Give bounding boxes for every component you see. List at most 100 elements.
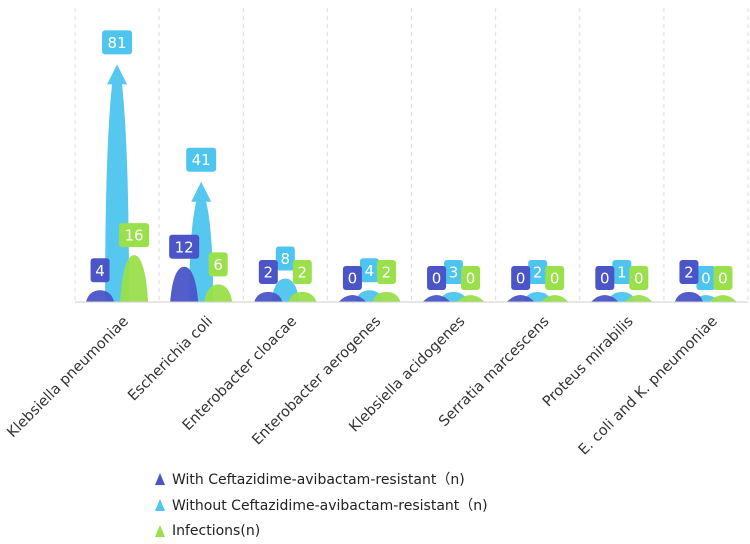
legend-marker-without-resistant [155,499,165,511]
bar-0-4[interactable] [422,295,451,302]
data-label-text: 2 [382,264,392,282]
data-label-0-0: 4 [90,258,110,283]
data-label-1-2: 8 [275,246,295,271]
data-label-text: 1 [617,264,627,282]
data-label-box [258,260,278,284]
data-label-1-7: 0 [696,266,716,290]
data-label-text: 2 [684,264,694,282]
data-label-box [169,234,200,259]
data-label-text: 3 [449,264,459,282]
data-label-box [427,266,447,290]
bar-2-2[interactable] [288,292,317,302]
data-label-0-4: 0 [427,266,447,290]
data-label-1-3: 4 [359,258,379,283]
legend-label-without-resistant: Without Ceftazidime-avibactam-resistant（… [172,498,488,514]
bar-2-3[interactable] [372,292,401,302]
bar-2-1[interactable] [204,284,233,302]
data-label-text: 6 [213,256,223,274]
data-label-text: 0 [701,270,711,288]
data-label-text: 0 [634,270,644,288]
bar-0-6[interactable] [590,295,619,302]
x-tick-label: Escherichia coli [125,314,216,405]
x-tick-label: E. coli and K. pneumoniae [576,313,721,458]
bar-0-0[interactable] [86,290,115,302]
data-label-1-6: 1 [612,260,632,284]
data-label-2-6: 0 [629,266,649,290]
data-label-box [528,260,548,284]
data-label-text: 81 [108,34,127,52]
data-label-2-5: 0 [545,266,565,290]
data-label-box [629,266,649,290]
data-label-box [90,258,110,283]
data-label-1-5: 2 [528,260,548,284]
data-label-0-2: 2 [258,260,278,284]
data-label-box [342,266,362,290]
data-label-0-7: 2 [679,260,699,284]
data-label-box [612,260,632,284]
data-label-text: 2 [264,264,274,282]
data-label-text: 0 [466,270,476,288]
data-label-2-1: 6 [208,252,228,277]
data-label-0-6: 0 [595,266,615,290]
legend-label-infections: Infections(n) [172,523,261,539]
data-label-text: 2 [533,264,543,282]
bar-2-5[interactable] [540,295,569,302]
data-label-text: 0 [718,270,728,288]
data-label-text: 2 [298,264,308,282]
data-label-box [461,266,481,290]
bar-2-7[interactable] [708,295,737,302]
data-label-text: 16 [125,227,144,245]
data-label-box [292,260,312,284]
data-label-box [376,260,396,284]
data-label-box [208,252,228,277]
data-label-text: 4 [365,262,375,280]
data-label-box [275,246,295,271]
data-label-0-3: 0 [342,266,362,290]
legend-label-with-resistant: With Ceftazidime-avibactam-resistant（n) [172,472,465,488]
data-label-0-1: 12 [169,234,200,259]
legend-item-infections[interactable]: Infections(n) [155,518,488,544]
data-label-2-2: 2 [292,260,312,284]
data-label-1-4: 3 [444,260,464,284]
legend: With Ceftazidime-avibactam-resistant（n) … [155,466,488,544]
data-label-2-7: 0 [713,266,733,290]
x-tick-label: Klebsiella pneumoniae [4,313,132,441]
x-tick-label: Proteus mirabilis [540,314,637,411]
legend-item-with-resistant[interactable]: With Ceftazidime-avibactam-resistant（n) [155,466,488,492]
data-label-text: 0 [516,270,526,288]
bar-0-3[interactable] [338,295,367,302]
data-label-box [679,260,699,284]
bar-0-5[interactable] [506,295,535,302]
data-label-box [102,30,133,55]
data-label-1-0: 81 [102,30,133,55]
data-label-1-1: 41 [186,147,217,172]
bar-2-6[interactable] [624,295,653,302]
data-label-0-5: 0 [511,266,531,290]
bar-0-1[interactable] [170,266,199,302]
data-label-box [511,266,531,290]
legend-item-without-resistant[interactable]: Without Ceftazidime-avibactam-resistant（… [155,492,488,518]
data-label-text: 4 [95,262,105,280]
legend-marker-infections [155,525,165,537]
data-label-text: 0 [550,270,560,288]
data-label-box [545,266,565,290]
data-label-box [444,260,464,284]
data-label-box [595,266,615,290]
data-label-text: 0 [600,270,610,288]
data-label-2-4: 0 [461,266,481,290]
data-label-2-0: 16 [119,223,150,248]
bar-2-4[interactable] [456,295,485,302]
data-label-box [186,147,217,172]
bar-0-7[interactable] [674,292,703,302]
data-label-box [119,223,150,248]
data-label-2-3: 2 [376,260,396,284]
legend-marker-with-resistant [155,473,165,485]
data-label-text: 0 [348,270,358,288]
data-label-text: 41 [192,151,211,169]
data-label-box [696,266,716,290]
data-label-box [713,266,733,290]
bar-2-0[interactable] [120,255,149,302]
bar-0-2[interactable] [254,292,283,302]
bar-1-1[interactable] [189,181,214,302]
data-label-text: 8 [281,250,291,268]
